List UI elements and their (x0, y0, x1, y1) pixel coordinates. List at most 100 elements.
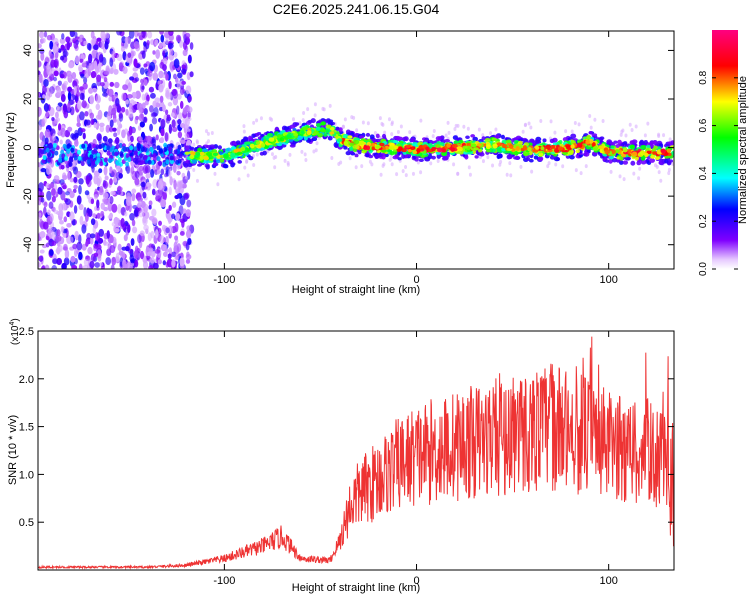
spectrogram-point (640, 145, 645, 150)
spectrogram-point (466, 126, 470, 131)
spectrogram-point (652, 151, 657, 155)
spectrogram-point (662, 133, 666, 138)
spectrogram-point (270, 152, 274, 157)
spectrogram-point (51, 265, 58, 269)
spectrogram-point (81, 143, 86, 149)
spectrogram-y-label: Frequency (Hz) (5, 112, 17, 188)
spectrogram-point (169, 159, 174, 165)
spectrogram-point (76, 241, 83, 251)
spectrogram-point (311, 137, 318, 142)
snr-x-tick-label: 100 (599, 575, 617, 587)
spectrogram-point (562, 137, 568, 142)
spectrogram-point (186, 251, 190, 257)
spectrogram-point (573, 120, 577, 125)
spectrogram-point (168, 33, 174, 42)
spectrogram-point (109, 147, 114, 153)
spectrogram-point (481, 159, 485, 164)
spectrogram-point (74, 129, 79, 140)
spectrogram-point (165, 37, 169, 45)
spectrogram-point (73, 40, 79, 49)
spectrogram-point (177, 131, 183, 139)
spectrogram-point (97, 254, 102, 262)
spectrogram-point (116, 31, 122, 36)
spectrogram-point (404, 173, 408, 178)
spectrogram-point (123, 211, 128, 217)
spectrogram-point (615, 149, 620, 153)
spectrogram-point (183, 193, 189, 200)
spectrogram-point (525, 156, 531, 162)
snr-y-tick-label: 2.5 (19, 326, 34, 338)
spectrogram-point (157, 227, 162, 234)
spectrogram-point (570, 144, 575, 149)
spectrogram-point (122, 223, 127, 231)
spectrogram-point (402, 136, 408, 142)
spectrogram-point (302, 126, 309, 131)
spectrogram-point (491, 137, 498, 142)
spectrogram-point (152, 72, 159, 81)
spectrogram-point (628, 122, 632, 127)
spectrogram-point (66, 41, 71, 51)
spectrogram-point (419, 170, 423, 175)
spectrogram-point (48, 143, 53, 149)
spectrogram-point (130, 165, 135, 175)
spectrogram-point (205, 164, 210, 170)
spectrogram-point (473, 147, 479, 151)
spectrogram-point (108, 158, 113, 164)
spectrogram-point (104, 41, 109, 50)
spectrogram-point (96, 37, 102, 42)
spectrogram-point (407, 148, 413, 153)
spectrogram-point (68, 161, 73, 167)
spectrogram-point (604, 159, 610, 163)
spectrogram-point (113, 132, 118, 138)
spectrogram-point (56, 86, 62, 96)
spectrogram-point (95, 144, 100, 150)
spectrogram-point (557, 146, 563, 151)
spectrogram-point (90, 198, 95, 205)
spectrogram-point (361, 120, 365, 125)
spectrogram-point (108, 96, 113, 102)
spectrogram-point (354, 165, 358, 170)
spectrogram-point (69, 190, 75, 199)
spectrogram-point (184, 151, 190, 155)
spectrogram-point (61, 33, 65, 40)
spectrogram-point (80, 128, 86, 133)
spectrogram-point (171, 126, 178, 133)
spectrogram-point (270, 117, 274, 122)
spectrogram-point (98, 122, 105, 128)
spectrogram-point (130, 238, 135, 246)
spectrogram-point (522, 145, 527, 150)
spectrogram-point (418, 158, 424, 162)
spectrogram-point (160, 128, 165, 137)
spectrogram-point (359, 141, 364, 146)
spectrogram-point (93, 193, 99, 200)
spectrogram-point (107, 88, 114, 97)
spectrogram-point (176, 93, 182, 100)
spectrogram-point (64, 198, 71, 206)
spectrogram-point (260, 142, 266, 148)
spectrogram-point (659, 178, 663, 183)
spectrogram-point (115, 97, 120, 107)
spectrogram-point (41, 37, 46, 44)
snr-multiplier-exponent: 4 (9, 322, 16, 326)
spectrogram-point (312, 130, 319, 136)
spectrogram-point (150, 92, 156, 99)
spectrogram-point (245, 159, 249, 164)
spectrogram-point (85, 119, 91, 126)
spectrogram-point (42, 94, 46, 99)
spectrogram-point (313, 102, 317, 107)
spectrogram-point (185, 258, 191, 264)
spectrogram-point (240, 146, 246, 152)
spectrogram-point (416, 160, 420, 165)
spectrogram-point (102, 180, 108, 189)
spectrogram-point (599, 136, 605, 140)
spectrogram-point (350, 115, 354, 120)
spectrogram-point (176, 181, 183, 190)
snr-plot-area (38, 336, 674, 570)
spectrogram-point (61, 153, 66, 159)
spectrogram-point (338, 127, 343, 133)
spectrogram-point (144, 100, 149, 106)
spectrogram-point (38, 262, 41, 268)
spectrogram-point (189, 71, 194, 78)
colorbar-label: Normalized spectral amplitude (737, 76, 749, 224)
